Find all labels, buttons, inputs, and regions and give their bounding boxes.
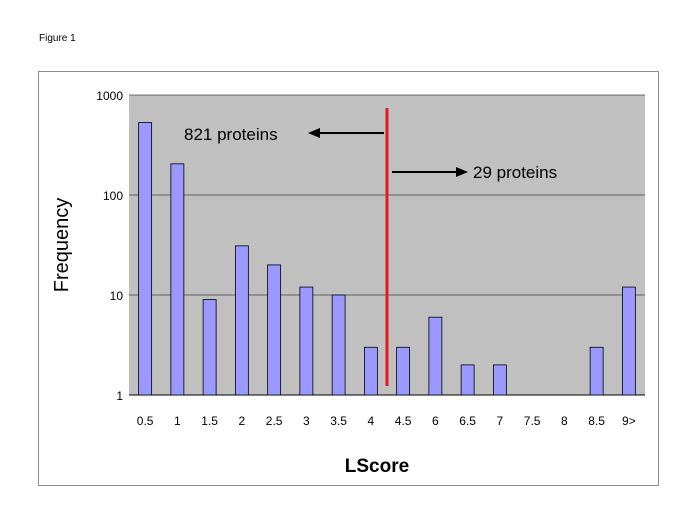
x-tick-label: 7.5 (524, 414, 541, 428)
x-tick-label: 4.5 (395, 414, 412, 428)
bar (202, 299, 217, 396)
x-tick-label: 9> (622, 414, 636, 428)
bar (138, 122, 153, 396)
x-tick-label: 8.5 (588, 414, 605, 428)
figure-label: Figure 1 (39, 33, 76, 44)
x-tick-labels: 0.5 1 1.5 2 2.5 3 3.5 4 4.5 6 6.5 7 7.5 8 8.5 9> (137, 414, 636, 428)
bar (234, 245, 249, 396)
x-tick-label: 8 (561, 414, 568, 428)
x-tick-label: 4 (368, 414, 375, 428)
y-tick-label: 100 (103, 189, 123, 203)
bar (492, 364, 507, 396)
right-annotation-label: 29 proteins (473, 163, 557, 182)
x-tick-label: 1 (174, 414, 181, 428)
left-annotation-label: 821 proteins (184, 125, 278, 144)
bar (621, 286, 636, 396)
x-axis-label: LScore (345, 456, 409, 477)
y-axis-label: Frequency (51, 198, 73, 293)
x-tick-label: 3 (303, 414, 310, 428)
bar (428, 316, 443, 396)
right-arrow-head (456, 167, 468, 177)
bar (299, 286, 314, 396)
bars-layer (138, 122, 636, 396)
x-tick-label: 6.5 (459, 414, 476, 428)
y-tick-label: 10 (110, 289, 124, 303)
x-tick-label: 0.5 (137, 414, 154, 428)
bar (331, 294, 346, 396)
x-tick-label: 6 (432, 414, 439, 428)
y-tick-label: 1 (116, 389, 123, 403)
x-tick-label: 2.5 (266, 414, 283, 428)
left-arrow-head (308, 128, 320, 138)
bar (460, 364, 475, 396)
bar (170, 163, 185, 396)
x-tick-label: 2 (239, 414, 246, 428)
bar (267, 264, 282, 396)
annotations: 821 proteins 29 proteins (184, 125, 557, 182)
bar (589, 346, 604, 396)
x-tick-label: 3.5 (330, 414, 347, 428)
bar (363, 346, 378, 396)
bar (396, 346, 411, 396)
x-tick-label: 7 (497, 414, 504, 428)
x-tick-label: 1.5 (201, 414, 218, 428)
y-tick-labels: 1 10 100 1000 (96, 89, 123, 403)
y-tick-label: 1000 (96, 89, 123, 103)
